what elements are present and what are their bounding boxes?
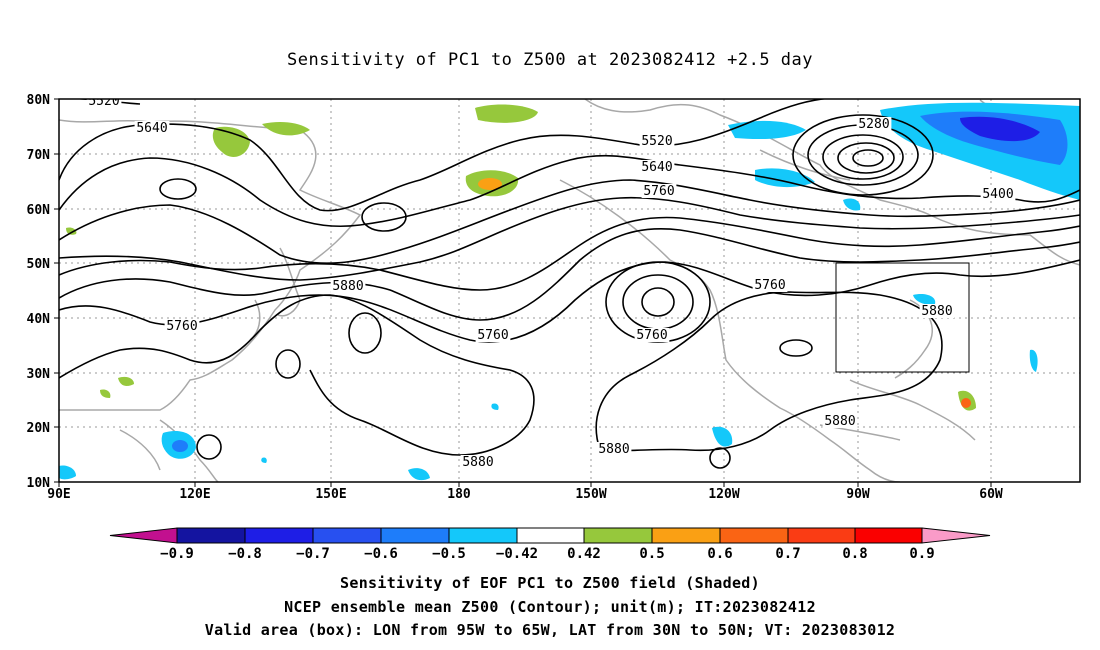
caption-line-3: Valid area (box): LON from 95W to 65W, L…	[204, 621, 896, 639]
colorbar-segment	[448, 527, 518, 544]
colorbar	[109, 527, 991, 544]
lat-label: 70N	[27, 148, 51, 163]
valid-area-box	[835, 262, 970, 373]
colorbar-label: −0.9	[160, 546, 194, 562]
contour-label: 5760	[636, 328, 667, 343]
lon-label: 90E	[47, 487, 70, 502]
colorbar-segment	[719, 527, 789, 544]
sensitivity-shading	[59, 102, 1080, 481]
lat-label: 80N	[27, 93, 51, 108]
lon-label: 180	[447, 487, 471, 502]
contour-label-bg	[164, 319, 200, 333]
lat-label: 60N	[27, 203, 51, 218]
lat-label: 40N	[27, 312, 51, 327]
colorbar-right-triangle	[921, 527, 991, 544]
contour-label-bg	[460, 455, 496, 469]
contour-label-bg	[641, 184, 677, 198]
contour-label: 5520	[641, 134, 672, 149]
colorbar-label: 0.5	[639, 546, 664, 562]
contour-label-bg	[919, 304, 955, 318]
contour-label: 5280	[858, 117, 889, 132]
lon-axis-labels: 90E 120E 150E 180 150W 120W 90W 60W	[47, 487, 1003, 502]
colorbar-label: 0.42	[567, 546, 601, 562]
contour-label-bg	[856, 117, 892, 131]
colorbar-left-triangle	[109, 527, 178, 544]
contour-label: 5400	[982, 187, 1013, 202]
contour-label: 5760	[754, 278, 785, 293]
colorbar-label: −0.6	[364, 546, 398, 562]
lon-label: 150W	[575, 487, 606, 502]
contour-label-bg	[752, 278, 788, 292]
colorbar-label: 0.8	[842, 546, 867, 562]
colorbar-segment	[583, 527, 653, 544]
lon-label: 90W	[846, 487, 870, 502]
contour-label: 5880	[332, 279, 363, 294]
contour-label: 5880	[921, 304, 952, 319]
lat-label: 50N	[27, 257, 51, 272]
lat-label: 30N	[27, 367, 51, 382]
colorbar-segment	[787, 527, 856, 544]
colorbar-labels: −0.9 −0.8 −0.7 −0.6 −0.5 −0.42 0.42 0.5 0.6 0.7 0.…	[160, 546, 935, 562]
lat-label: 20N	[27, 421, 51, 436]
colorbar-segment	[380, 527, 450, 544]
colorbar-segment	[244, 527, 314, 544]
contour-label: 5640	[136, 121, 167, 136]
colorbar-segment	[176, 527, 246, 544]
colorbar-label: −0.7	[296, 546, 330, 562]
contour-label: 5880	[462, 455, 493, 470]
contour-label: 5760	[643, 184, 674, 199]
contour-label: 5760	[477, 328, 508, 343]
colorbar-label: −0.8	[228, 546, 262, 562]
colorbar-label: −0.5	[432, 546, 466, 562]
colorbar-label: 0.7	[775, 546, 800, 562]
lon-label: 60W	[979, 487, 1003, 502]
lon-label: 150E	[315, 487, 346, 502]
map-title: Sensitivity of PC1 to Z500 at 2023082412…	[286, 50, 813, 70]
map-layers: 5520 5640 5280 5520 5640 5760 5400 5880 5760 5760…	[59, 94, 1080, 482]
caption-line-1: Sensitivity of EOF PC1 to Z500 field (Sh…	[340, 574, 760, 592]
colorbar-label: 0.6	[707, 546, 732, 562]
contour-label-bg	[639, 134, 675, 148]
contour-label: 5880	[824, 414, 855, 429]
lon-label: 120E	[179, 487, 210, 502]
lat-label: 10N	[27, 476, 51, 491]
contour-label: 5880	[598, 442, 629, 457]
lon-label: 120W	[708, 487, 739, 502]
contour-label-bg	[980, 187, 1016, 201]
contour-label: 5520	[88, 94, 119, 109]
contour-label-bg	[634, 328, 670, 342]
colorbar-segment	[651, 527, 721, 544]
colorbar-label: 0.9	[909, 546, 934, 562]
colorbar-label: −0.42	[496, 546, 538, 562]
contour-label-bg	[330, 279, 366, 293]
contour-label-bg	[475, 328, 511, 342]
z500-contours	[59, 99, 1080, 469]
contour-label-bg	[86, 99, 122, 108]
colorbar-segment	[312, 527, 382, 544]
map-gridlines	[59, 99, 1080, 482]
contour-label-bg	[639, 160, 675, 174]
contour-label: 5640	[641, 160, 672, 175]
caption-line-2: NCEP ensemble mean Z500 (Contour); unit(…	[284, 598, 816, 616]
lat-axis-labels: 80N 70N 60N 50N 40N 30N 20N 10N	[27, 93, 51, 491]
colorbar-segment	[516, 527, 585, 544]
contour-label-bg	[822, 414, 858, 428]
colorbar-segment	[854, 527, 923, 544]
axis-ticks	[54, 98, 992, 487]
contour-label: 5760	[166, 319, 197, 334]
contour-label-bg	[134, 121, 170, 135]
map-frame	[58, 98, 1081, 483]
map-frame-bg	[59, 99, 1080, 482]
contour-label-bg	[596, 442, 632, 456]
contour-labels: 5520 5640 5280 5520 5640 5760 5400 5880 5760 5760…	[86, 94, 1016, 470]
